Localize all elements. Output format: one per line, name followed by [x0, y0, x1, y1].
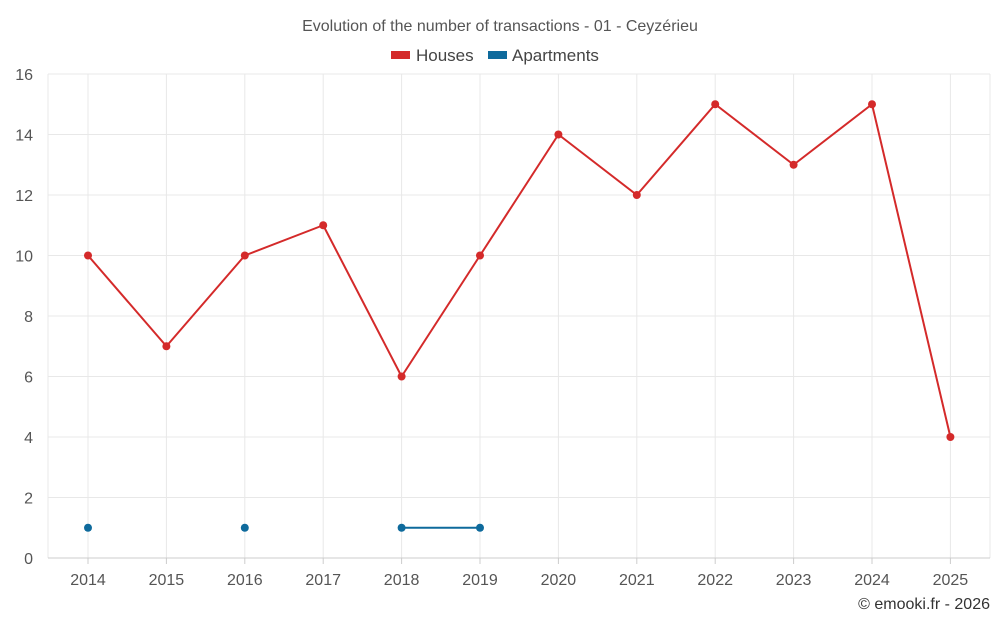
data-point-apartments[interactable] [397, 523, 406, 532]
x-tick-label: 2023 [776, 572, 812, 589]
data-point-apartments[interactable] [240, 523, 249, 532]
x-tick-label: 2016 [227, 572, 263, 589]
series-houses [84, 100, 955, 441]
x-tick-label: 2025 [933, 572, 969, 589]
data-point-houses[interactable] [319, 221, 328, 230]
data-point-houses[interactable] [711, 100, 720, 109]
legend-label-apartments: Apartments [512, 46, 599, 65]
legend-item-houses[interactable]: Houses [391, 46, 474, 65]
y-tick-label: 8 [24, 309, 33, 326]
x-tick-label: 2017 [305, 572, 341, 589]
data-point-houses[interactable] [789, 160, 798, 169]
y-tick-label: 0 [24, 551, 33, 568]
x-tick-label: 2015 [149, 572, 185, 589]
data-point-houses[interactable] [554, 130, 563, 139]
data-point-houses[interactable] [84, 251, 92, 260]
data-point-apartments[interactable] [476, 523, 484, 532]
legend-swatch-apartments [488, 51, 507, 59]
series [84, 100, 955, 532]
data-point-houses[interactable] [946, 433, 955, 441]
data-point-apartments[interactable] [84, 523, 92, 532]
data-point-houses[interactable] [476, 251, 484, 260]
y-tick-label: 16 [15, 67, 33, 84]
x-tick-label: 2024 [854, 572, 890, 589]
y-tick-label: 2 [24, 491, 33, 508]
data-point-houses[interactable] [240, 251, 249, 260]
grid [47, 73, 991, 558]
x-tick-label: 2019 [462, 572, 498, 589]
data-point-houses[interactable] [868, 100, 876, 109]
y-tick-label: 14 [15, 128, 33, 145]
y-tick-label: 10 [15, 249, 33, 266]
x-tick-label: 2022 [697, 572, 733, 589]
legend-swatch-houses [391, 51, 410, 59]
x-tick-label: 2020 [541, 572, 577, 589]
credit-text: © emooki.fr - 2026 [858, 596, 990, 613]
series-apartments [84, 523, 484, 532]
x-tick-label: 2018 [384, 572, 420, 589]
data-point-houses[interactable] [162, 342, 171, 351]
data-point-houses[interactable] [632, 191, 641, 199]
x-tick-label: 2021 [619, 572, 655, 589]
legend-label-houses: Houses [416, 46, 474, 65]
y-tick-label: 4 [24, 430, 33, 447]
x-tick-label: 2014 [70, 572, 106, 589]
y-tick-label: 6 [24, 370, 33, 387]
axes: 0 2 4 6 8 10 12 14 16 2014 2015 2016 2017 2018 2019 202… [15, 67, 990, 589]
legend-item-apartments[interactable]: Apartments [488, 46, 599, 65]
chart-title: Evolution of the number of transactions … [302, 18, 698, 35]
data-point-houses[interactable] [397, 372, 406, 381]
y-tick-label: 12 [15, 188, 33, 205]
series-line-houses [87, 103, 952, 438]
legend: Houses Apartments [391, 46, 599, 65]
